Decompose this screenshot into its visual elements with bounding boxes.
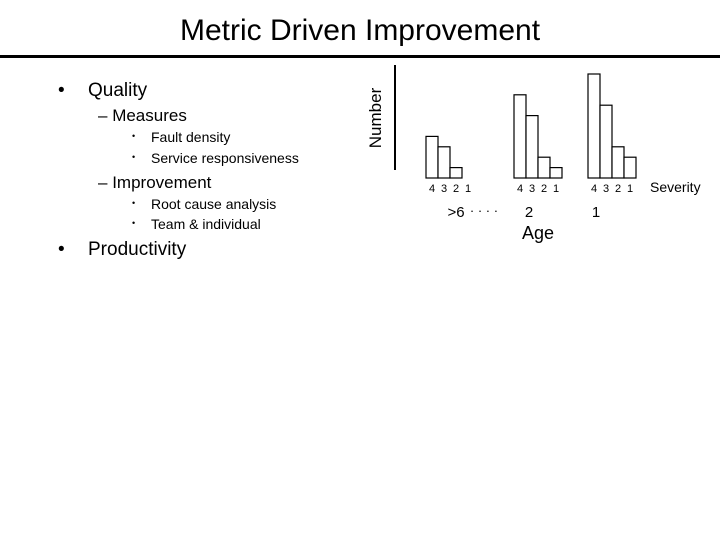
bullet-root-cause: Root cause analysis bbox=[151, 196, 277, 212]
severity-tick-label: 4 bbox=[591, 183, 597, 195]
bullet-improvement: – Improvement bbox=[98, 173, 212, 192]
bar bbox=[437, 146, 451, 179]
x-axis-label: Age bbox=[522, 223, 554, 243]
bullet-marker: • bbox=[58, 239, 65, 260]
bar bbox=[449, 167, 463, 179]
bars-group: 4 3 2 1>64 3 2 124 3 2 11 bbox=[425, 73, 637, 221]
bullet-team-individual: Team & individual bbox=[151, 216, 261, 232]
bullet-marker: • bbox=[132, 131, 136, 141]
bullet-service-responsiveness: Service responsiveness bbox=[151, 150, 299, 166]
severity-tick-label: 3 bbox=[441, 183, 447, 195]
y-axis-label: Number bbox=[366, 87, 385, 148]
age-ellipsis: · · · · bbox=[470, 203, 498, 218]
bullet-improvement-text: Improvement bbox=[112, 173, 212, 192]
bar bbox=[587, 73, 601, 179]
severity-tick-label: 1 bbox=[465, 183, 471, 195]
bar bbox=[537, 156, 551, 179]
bullet-marker: • bbox=[58, 80, 65, 101]
bullet-marker: • bbox=[132, 198, 136, 208]
bar bbox=[425, 135, 439, 179]
severity-label: Severity bbox=[650, 179, 701, 195]
severity-tick-label: 3 bbox=[603, 183, 609, 195]
bar bbox=[599, 104, 613, 179]
severity-tick-label: 1 bbox=[627, 183, 633, 195]
bullet-marker: • bbox=[132, 152, 136, 162]
age-tick-label: 2 bbox=[525, 204, 533, 221]
severity-tick-label: 3 bbox=[529, 183, 535, 195]
bullet-measures: – Measures bbox=[98, 106, 187, 125]
bullet-marker: • bbox=[132, 218, 136, 228]
age-tick-label: 1 bbox=[592, 204, 600, 221]
bar bbox=[549, 167, 563, 179]
bar bbox=[611, 146, 625, 179]
bullet-productivity: Productivity bbox=[88, 239, 187, 260]
bullet-measures-text: Measures bbox=[112, 106, 187, 125]
severity-tick-label: 2 bbox=[615, 183, 621, 195]
severity-tick-label: 4 bbox=[517, 183, 523, 195]
severity-tick-label: 2 bbox=[453, 183, 459, 195]
page-title: Metric Driven Improvement bbox=[179, 14, 541, 47]
severity-tick-label: 2 bbox=[541, 183, 547, 195]
bar bbox=[513, 94, 527, 179]
bar bbox=[623, 156, 637, 179]
bullet-quality: Quality bbox=[88, 80, 148, 101]
bar bbox=[525, 114, 539, 179]
age-tick-label: >6 bbox=[447, 204, 464, 221]
severity-tick-label: 1 bbox=[553, 183, 559, 195]
severity-tick-label: 4 bbox=[429, 183, 435, 195]
title-rule bbox=[0, 55, 720, 58]
bullet-fault-density: Fault density bbox=[151, 129, 231, 145]
